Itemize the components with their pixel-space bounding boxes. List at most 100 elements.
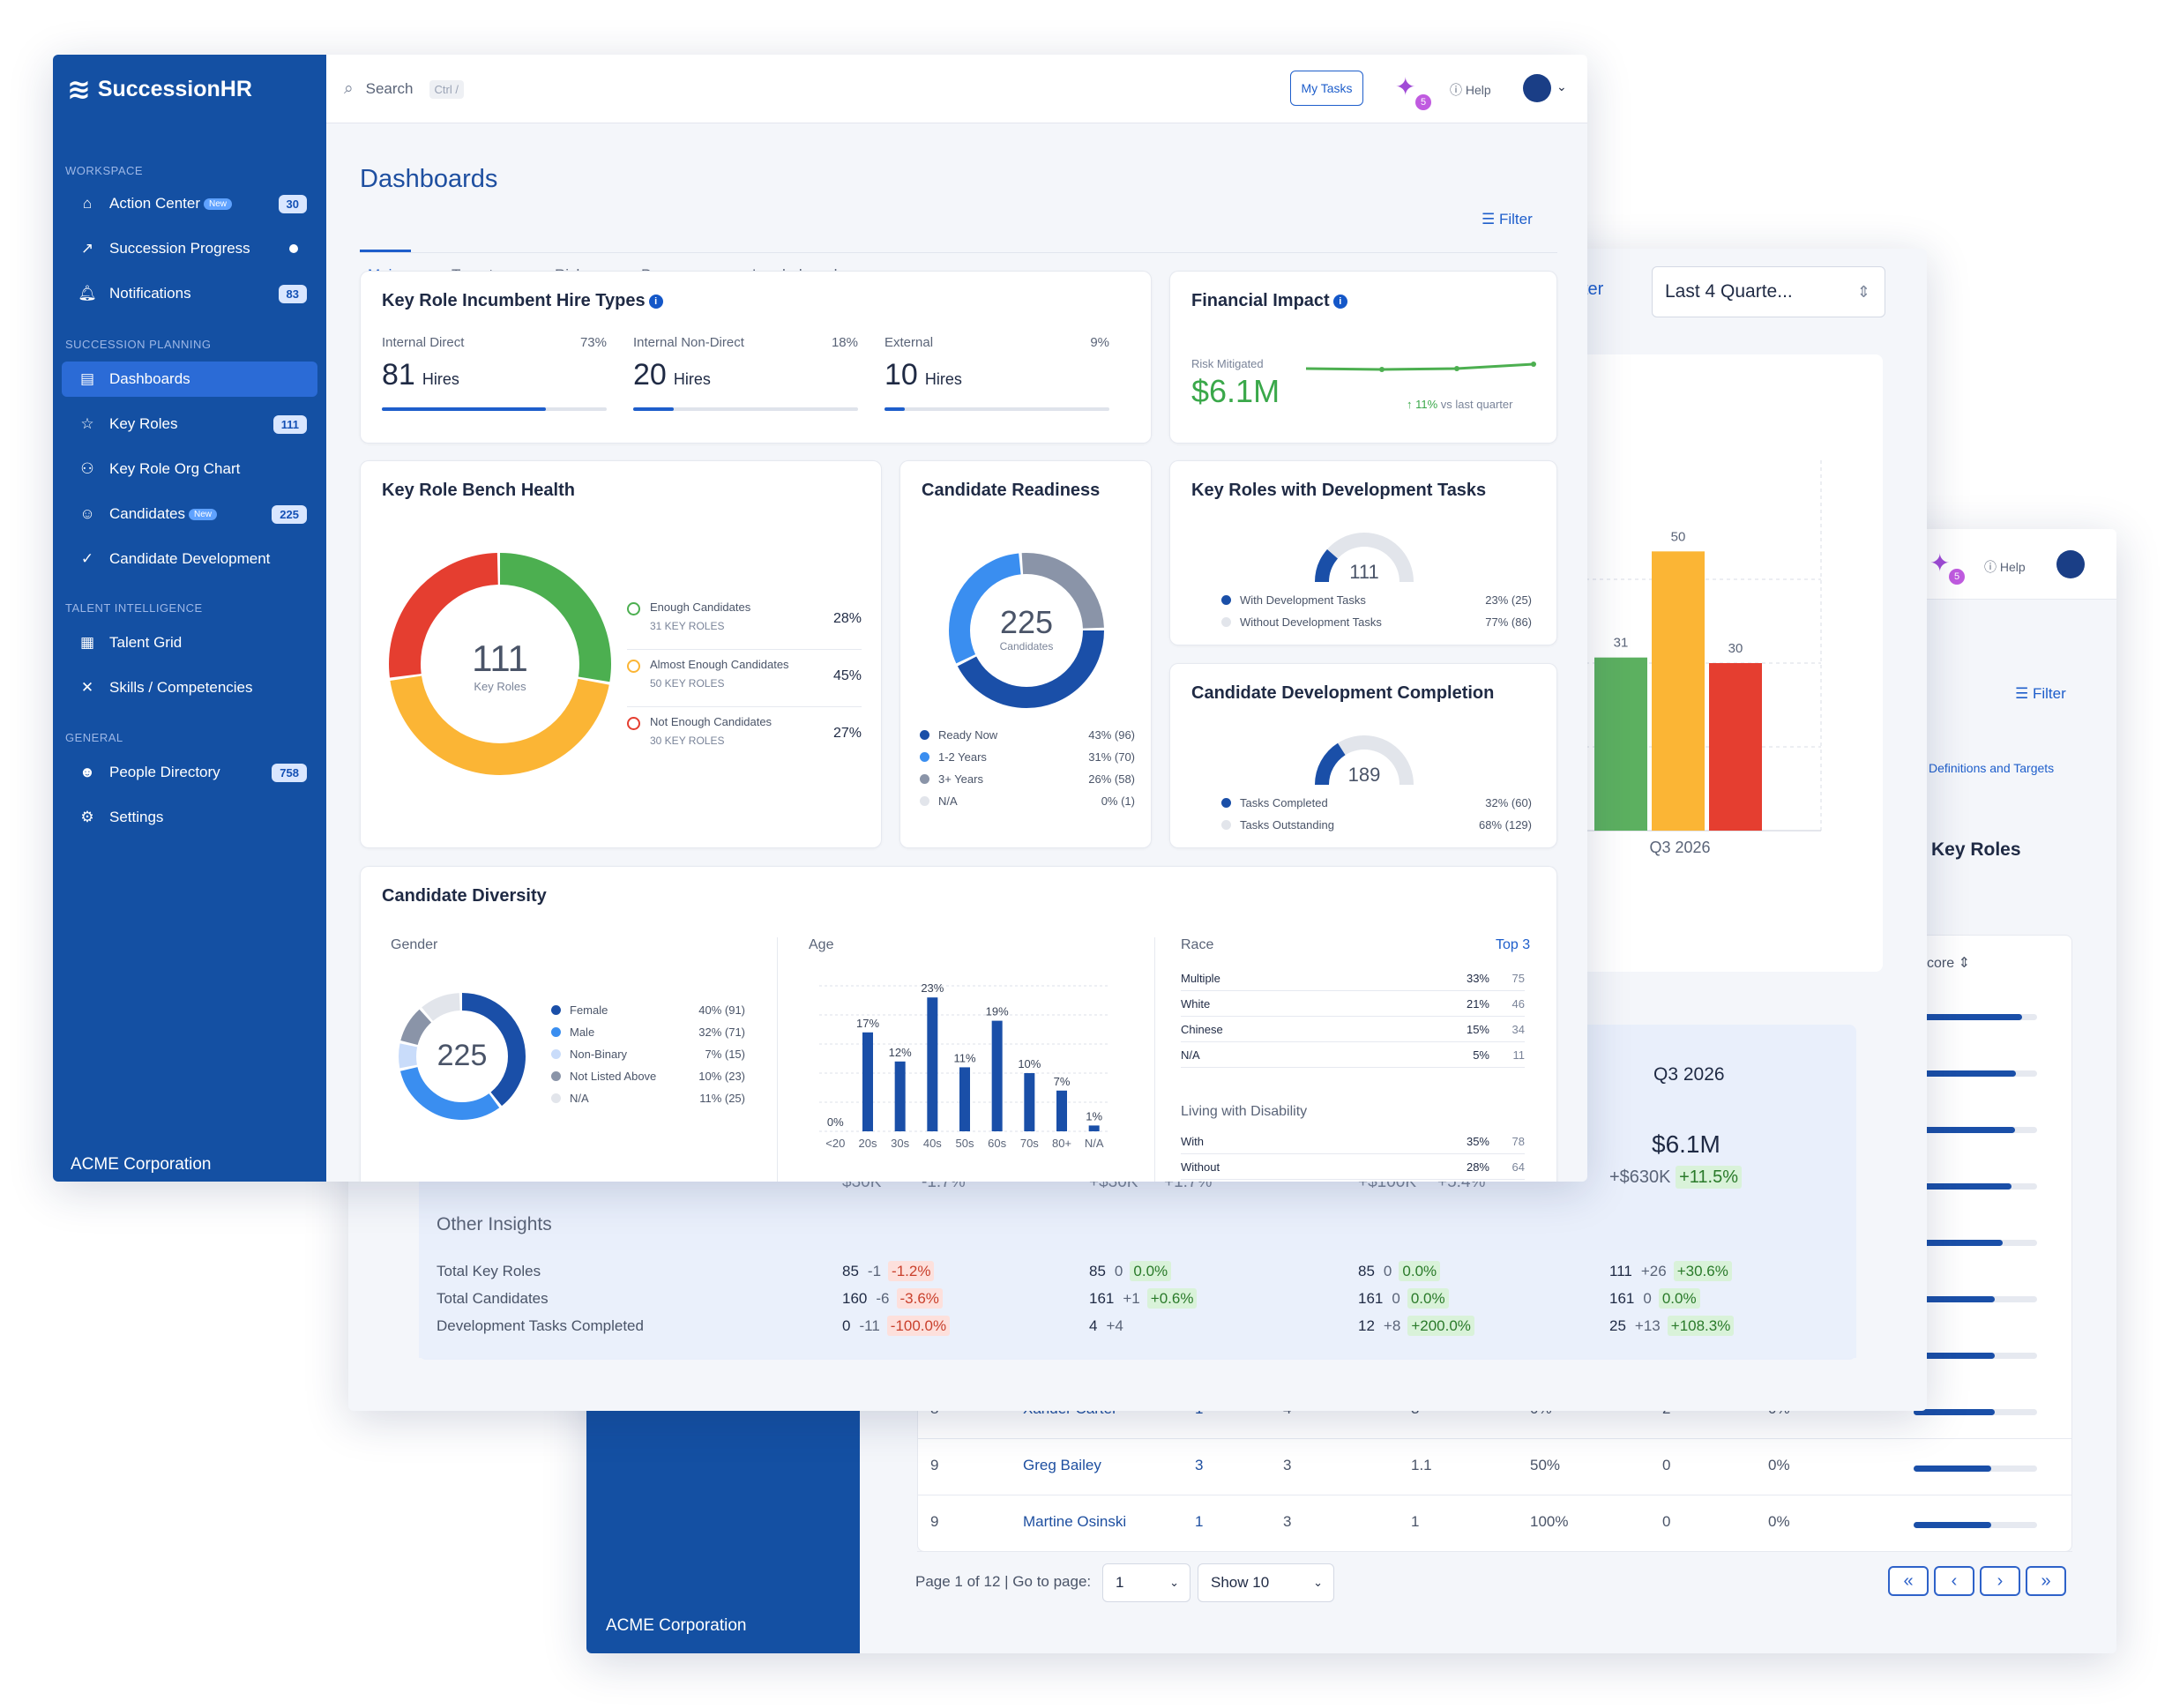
info-icon[interactable]: i — [1332, 295, 1347, 309]
range-select-value: Last 4 Quarte... — [1665, 281, 1793, 302]
back2-link[interactable]: Definitions and Targets — [1929, 761, 2055, 775]
hire-count: 81 — [382, 358, 415, 392]
sidebar-item-label: Settings — [109, 809, 164, 825]
insight-label: Total Key Roles — [437, 1263, 541, 1279]
age-bar — [959, 1067, 970, 1131]
readiness-center-value: 225 — [999, 604, 1054, 640]
stat-count: 34 — [1511, 1023, 1525, 1036]
back2-col-partial: core — [1927, 956, 1955, 971]
insight-value: 12 — [1358, 1317, 1375, 1334]
readiness-card: Candidate Readiness 225 Candidates Ready… — [899, 460, 1152, 848]
sidebar-item-candidate-development[interactable]: ✓ Candidate Development — [62, 541, 317, 577]
race-top3-link[interactable]: Top 3 — [1496, 937, 1531, 952]
person-name-link[interactable]: Martine Osinski — [1023, 1513, 1127, 1530]
sidebar-item-action-center[interactable]: ⌂ Action Center New 30 — [62, 186, 317, 221]
financial-title: Financial Impact — [1191, 291, 1330, 310]
search-input[interactable]: Search — [365, 80, 414, 97]
sidebar-item-label: Key Roles — [109, 415, 178, 432]
legend-label: Without Development Tasks — [1240, 615, 1382, 629]
back1-bar — [1594, 657, 1647, 831]
sidebar-item-people-directory[interactable]: ☻ People Directory 758 — [62, 755, 317, 790]
score-fill — [1914, 1127, 2015, 1133]
back2-ai-icon[interactable]: ✦ — [1929, 549, 1951, 577]
gauge-legend-row: Tasks Outstanding 68% (129) — [1221, 818, 1532, 832]
back2-filter[interactable]: ☰ Filter — [2015, 685, 2066, 703]
stat-pct: 33% — [1466, 972, 1489, 985]
help-link[interactable]: ⓘ Help — [1450, 81, 1491, 99]
insight-delta: +1 — [1123, 1290, 1140, 1307]
insight-delta: +26 — [1640, 1263, 1667, 1279]
insight-cell: 12 +8 +200.0% — [1358, 1316, 1474, 1336]
brand[interactable]: ≋ SuccessionHR — [67, 72, 252, 106]
sidebar-item-settings[interactable]: ⚙ Settings — [62, 800, 317, 835]
next-page-button[interactable]: › — [1980, 1566, 2020, 1596]
my-tasks-button[interactable]: My Tasks — [1290, 71, 1363, 106]
pager-goto: | Go to page: — [1004, 1573, 1092, 1590]
back1-filter-partial[interactable]: ter — [1583, 280, 1604, 299]
insight-delta: +8 — [1383, 1317, 1401, 1334]
insight-pct: 0.0% — [1130, 1261, 1172, 1281]
legend-label: Not Listed Above — [570, 1070, 657, 1083]
table-cell[interactable]: 1 — [1195, 1513, 1204, 1530]
face-icon — [627, 660, 640, 673]
readiness-legend-row: N/A 0% (1) — [920, 794, 1135, 808]
sidebar-item-talent-grid[interactable]: ▦ Talent Grid — [62, 625, 317, 660]
other-insights-title: Other Insights — [437, 1214, 552, 1234]
sidebar-item-candidates[interactable]: ☺ Candidates New 225 — [62, 496, 317, 532]
sidebar-badge: 758 — [272, 763, 307, 782]
sidebar-item-succession-progress[interactable]: ↗ Succession Progress — [62, 231, 317, 266]
show-select[interactable]: Show 10 ⌄ — [1198, 1563, 1334, 1602]
back2-avatar[interactable] — [2056, 550, 2085, 578]
page-select[interactable]: 1 ⌄ — [1102, 1563, 1190, 1602]
insight-delta: -6 — [876, 1290, 890, 1307]
back2-help[interactable]: ⓘ Help — [1984, 558, 2026, 576]
insight-value: 4 — [1089, 1317, 1098, 1334]
sidebar-item-dashboards[interactable]: ▤ Dashboards — [62, 362, 317, 397]
info-icon[interactable]: i — [648, 295, 663, 309]
donut-slice — [389, 553, 611, 775]
age-tick-label: 40s — [923, 1137, 942, 1150]
insight-label: Development Tasks Completed — [437, 1317, 644, 1334]
back2-col-header[interactable]: core ⇕ — [1927, 954, 1970, 972]
gender-legend-row: N/A 11% (25) — [551, 1092, 745, 1105]
insight-delta: -11 — [859, 1317, 880, 1334]
search-bar[interactable]: ⌕ Search Ctrl / — [344, 79, 464, 99]
age-tick-label: N/A — [1085, 1137, 1104, 1150]
bench-legend-row: Almost Enough Candidates 50 KEY ROLES 45% — [627, 658, 862, 707]
org-chart-icon: ⚇ — [80, 460, 94, 477]
table-row[interactable]: 9 Martine Osinski 1 3 1 100% 0 0% — [917, 1497, 2072, 1552]
sidebar-item-org-chart[interactable]: ⚇ Key Role Org Chart — [62, 451, 317, 487]
donut-slice — [949, 553, 1104, 708]
sidebar-item-key-roles[interactable]: ☆ Key Roles 111 — [62, 406, 317, 442]
hire-types-card: Key Role Incumbent Hire Types i Internal … — [360, 271, 1152, 444]
legend-value: 68% (129) — [1479, 818, 1532, 832]
table-row[interactable]: 9 Greg Bailey 3 3 1.1 50% 0 0% — [917, 1441, 2072, 1495]
insight-cell: 111 +26 +30.6% — [1609, 1261, 1732, 1281]
card-title: Financial Impact i — [1191, 291, 1347, 311]
dev-tasks-gauge — [1315, 533, 1414, 583]
legend-label: Ready Now — [938, 728, 998, 742]
age-value-label: 1% — [1086, 1109, 1102, 1123]
quarter-delta-value: +$630K — [1609, 1167, 1671, 1187]
bench-row-label: Not Enough Candidates — [650, 715, 773, 728]
table-cell[interactable]: 3 — [1195, 1457, 1204, 1473]
legend-value: 0% (1) — [1101, 794, 1135, 808]
dev-tasks-center: 111 — [1349, 561, 1379, 583]
filter-button[interactable]: ☰ Filter — [1482, 211, 1533, 228]
sidebar-item-skills[interactable]: ✕ Skills / Competencies — [62, 670, 317, 705]
first-page-button[interactable]: « — [1888, 1566, 1929, 1596]
last-page-button[interactable]: » — [2026, 1566, 2066, 1596]
back1-bar — [1652, 551, 1705, 831]
ai-sparkle-icon[interactable]: ✦ — [1395, 73, 1416, 101]
chevron-down-icon[interactable]: ⌄ — [1556, 79, 1567, 93]
sidebar-item-notifications[interactable]: 🔔︎ Notifications 83 — [62, 276, 317, 311]
stat-label: With — [1181, 1135, 1204, 1148]
range-select[interactable]: Last 4 Quarte... ⇕ — [1652, 266, 1885, 317]
chevron-updown-icon: ⇕ — [1856, 282, 1870, 301]
prev-page-button[interactable]: ‹ — [1934, 1566, 1974, 1596]
divider — [777, 937, 778, 1182]
user-avatar[interactable] — [1523, 74, 1551, 102]
person-name-link[interactable]: Greg Bailey — [1023, 1457, 1101, 1473]
legend-value: 23% (25) — [1485, 593, 1532, 607]
legend-label: N/A — [570, 1092, 589, 1105]
